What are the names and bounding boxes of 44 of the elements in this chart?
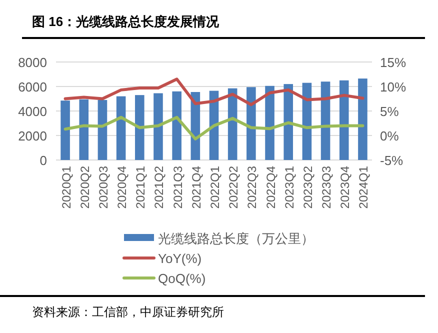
text: 资料来源：工信部，中原证券研究所 bbox=[32, 305, 224, 319]
legend-label: QoQ(%) bbox=[158, 271, 206, 286]
x-tick-label: 2022Q3 bbox=[245, 166, 260, 209]
y2-tick-label: 0% bbox=[380, 128, 400, 144]
y2-tick-label: 15% bbox=[380, 55, 406, 70]
bar bbox=[79, 99, 89, 160]
bar bbox=[98, 100, 108, 160]
bar bbox=[154, 93, 163, 160]
y-tick-label: 6000 bbox=[18, 80, 47, 94]
x-tick-label: 2024Q1 bbox=[356, 166, 371, 209]
x-tick-label: 2023Q4 bbox=[338, 166, 352, 209]
y2-tick-label: -5% bbox=[380, 153, 404, 168]
legend-label: YoY(%) bbox=[158, 251, 202, 266]
x-tick-label: 2020Q2 bbox=[78, 166, 92, 209]
bar bbox=[265, 86, 274, 160]
x-tick-label: 2021Q4 bbox=[189, 166, 204, 209]
x-tick-label: 2020Q1 bbox=[59, 166, 74, 209]
x-tick-label: 2022Q1 bbox=[208, 166, 222, 209]
x-tick-label: 2021Q1 bbox=[134, 166, 148, 209]
x-tick-label: 2022Q4 bbox=[264, 166, 278, 209]
bar bbox=[116, 96, 126, 160]
x-tick-label: 2023Q1 bbox=[282, 166, 296, 209]
bar bbox=[135, 95, 144, 160]
x-tick-label: 2022Q2 bbox=[226, 166, 241, 209]
y-tick-label: 2000 bbox=[18, 128, 47, 144]
x-tick-label: 2021Q3 bbox=[170, 166, 185, 209]
x-tick-label: 2020Q4 bbox=[115, 166, 130, 209]
x-tick-label: 2020Q3 bbox=[96, 166, 110, 209]
y-tick-label: 0 bbox=[40, 153, 47, 168]
y2-tick-label: 10% bbox=[380, 80, 406, 94]
bar bbox=[246, 87, 256, 160]
y-tick-label: 8000 bbox=[18, 55, 47, 70]
bar bbox=[60, 100, 70, 160]
x-tick-label: 2021Q2 bbox=[152, 166, 166, 209]
x-tick-label: 2023Q3 bbox=[320, 166, 334, 209]
bar bbox=[358, 78, 368, 160]
chart-title: 图 16：光缆线路总长度发展情况 bbox=[32, 14, 220, 29]
bar bbox=[339, 80, 349, 160]
y-tick-label: 4000 bbox=[18, 104, 47, 119]
legend-label: 光缆线路总长度（万公里） bbox=[158, 231, 314, 246]
bar bbox=[284, 84, 293, 160]
y2-tick-label: 5% bbox=[380, 104, 400, 119]
bar bbox=[172, 91, 182, 160]
x-tick-label: 2023Q2 bbox=[300, 166, 315, 209]
